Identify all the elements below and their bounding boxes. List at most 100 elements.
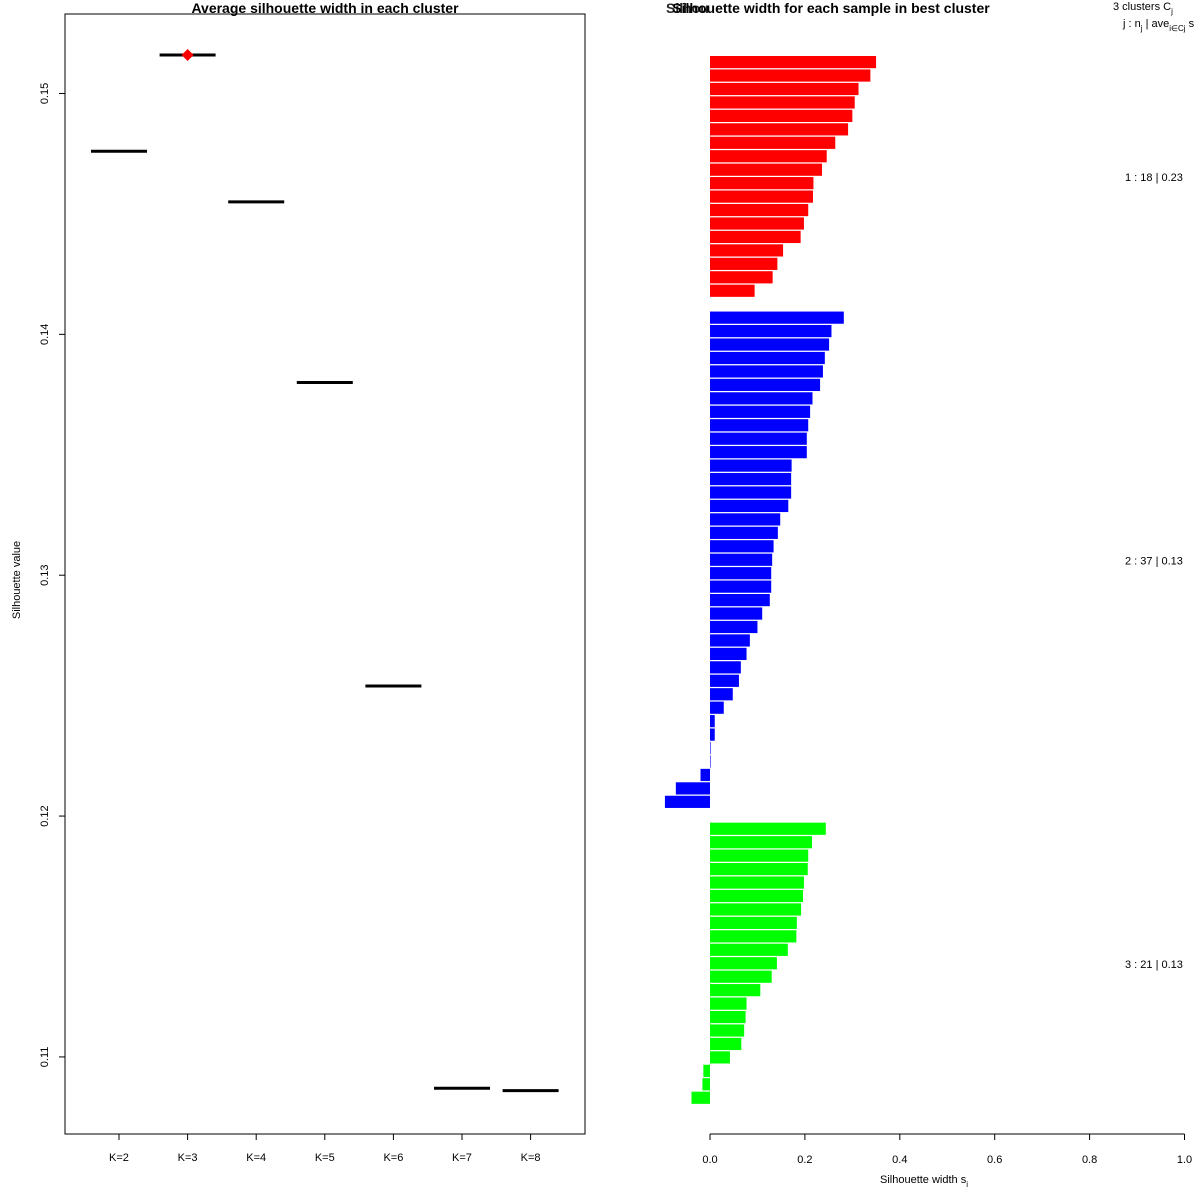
silhouette-bars-panel: Silhouette width for each sample in best… xyxy=(664,0,1195,1189)
silhouette-bar xyxy=(710,338,830,351)
silhouette-bar xyxy=(710,580,772,593)
silhouette-bar xyxy=(710,836,813,849)
summary-header-tail: s xyxy=(1186,18,1195,30)
silhouette-bar xyxy=(710,284,755,297)
cluster-summary: 1 : 18 | 0.23 xyxy=(1125,172,1183,184)
left-x-axis: K=2 K=3 K=4 K=5 K=6 K=7 K=8 xyxy=(109,1134,541,1164)
silhouette-bar xyxy=(710,634,750,647)
right-x-tick-label: 0.2 xyxy=(797,1154,812,1166)
cluster-summary: 3 : 21 | 0.13 xyxy=(1125,959,1183,971)
left-x-tick-label: K=6 xyxy=(383,1152,403,1164)
silhouette-bar xyxy=(710,943,788,956)
silhouette-bar xyxy=(710,271,773,284)
silhouette-bar xyxy=(710,540,774,553)
cluster-summaries: 1 : 18 | 0.23 2 : 37 | 0.13 3 : 21 | 0.13 xyxy=(1125,172,1183,971)
silhouette-bar xyxy=(710,230,801,244)
silhouette-bar xyxy=(710,1051,730,1064)
summary-header-j: j : n xyxy=(1122,18,1141,30)
silhouette-bar xyxy=(710,82,859,96)
silhouette-bars xyxy=(664,56,877,1104)
silhouette-bar xyxy=(710,674,739,687)
silhouette-bar xyxy=(710,351,825,365)
silhouette-bar xyxy=(710,513,781,526)
silhouette-bar xyxy=(710,136,836,149)
silhouette-bar xyxy=(710,755,711,768)
silhouette-bar xyxy=(710,459,792,472)
silhouette-bar xyxy=(710,741,711,755)
right-x-axis-label-main: Silhouette width s xyxy=(880,1174,967,1186)
avg-silhouette-panel: Average silhouette width in each cluster… xyxy=(11,0,586,1164)
silhouette-bar xyxy=(702,1078,710,1091)
silhouette-bar xyxy=(710,567,772,580)
silhouette-bar xyxy=(710,728,715,741)
left-x-tick-label: K=2 xyxy=(109,1152,129,1164)
silhouette-bar xyxy=(710,526,778,539)
silhouette-bar xyxy=(710,876,804,889)
silhouette-bar xyxy=(710,553,773,566)
silhouette-bar xyxy=(700,768,710,782)
silhouette-bar xyxy=(710,1010,746,1024)
silhouette-bar xyxy=(710,325,832,338)
silhouette-bar xyxy=(664,795,710,808)
left-x-tick-label: K=4 xyxy=(246,1152,266,1164)
left-y-tick-label: 0.11 xyxy=(39,1047,51,1068)
left-y-axis: 0.11 0.12 0.13 0.14 0.15 xyxy=(39,83,65,1067)
silhouette-bar xyxy=(710,69,871,82)
silhouette-bar xyxy=(710,863,808,876)
silhouette-bar xyxy=(710,997,747,1010)
right-x-tick-label: 1.0 xyxy=(1177,1154,1192,1166)
cluster-count-header-main: 3 clusters C xyxy=(1113,1,1171,13)
silhouette-bar xyxy=(710,661,741,674)
silhouette-bar xyxy=(710,311,844,324)
silhouette-bar xyxy=(710,930,797,943)
silhouette-bar xyxy=(710,903,802,916)
silhouette-bar xyxy=(710,472,792,486)
silhouette-bar xyxy=(710,123,849,136)
left-y-tick-label: 0.15 xyxy=(39,83,51,104)
left-x-tick-label: K=3 xyxy=(178,1152,198,1164)
right-x-axis-label-sub: i xyxy=(966,1180,968,1189)
silhouette-bar xyxy=(710,432,807,445)
silhouette-bar xyxy=(710,1037,742,1051)
left-y-tick-label: 0.12 xyxy=(39,805,51,826)
silhouette-bar xyxy=(691,1091,710,1104)
silhouette-bar xyxy=(710,163,822,176)
silhouette-bar xyxy=(710,96,855,109)
left-x-tick-label: K=5 xyxy=(315,1152,335,1164)
best-k-marker xyxy=(181,48,194,61)
right-x-axis-label: Silhouette width si xyxy=(880,1174,968,1189)
right-x-tick-label: 0.0 xyxy=(702,1154,717,1166)
silhouette-bar xyxy=(710,620,758,634)
summary-header-sub2: i∈Cj xyxy=(1169,24,1186,33)
left-plot-frame xyxy=(64,13,586,1135)
silhouette-bar xyxy=(710,419,809,432)
silhouette-bar xyxy=(710,607,763,620)
summary-header-sub1: j xyxy=(1140,24,1143,33)
right-x-tick-label: 0.4 xyxy=(892,1154,907,1166)
silhouette-bar xyxy=(710,405,811,418)
right-x-axis: 0.0 0.2 0.4 0.6 0.8 1.0 xyxy=(702,1133,1192,1166)
silhouette-bar xyxy=(710,446,807,459)
left-x-tick-label: K=7 xyxy=(452,1152,472,1164)
silhouette-bar xyxy=(710,957,777,970)
silhouette-bar xyxy=(710,56,877,69)
silhouette-bar xyxy=(710,647,747,660)
cluster-summary: 2 : 37 | 0.13 xyxy=(1125,555,1183,567)
silhouette-bar xyxy=(710,688,733,701)
silhouette-bar xyxy=(710,1024,745,1037)
silhouette-bar xyxy=(710,257,778,270)
silhouette-bar xyxy=(710,916,797,929)
cluster-count-header-sub: j xyxy=(1170,7,1173,16)
silhouette-bar xyxy=(710,392,813,405)
silhouette-bar xyxy=(710,365,823,378)
silhouette-bar xyxy=(710,701,724,714)
silhouette-bar xyxy=(710,822,826,835)
cluster-summary-header: j : nj | avei∈Cj s xyxy=(1122,18,1195,33)
left-y-tick-label: 0.14 xyxy=(39,324,51,345)
right-x-tick-label: 0.6 xyxy=(987,1154,1002,1166)
silhouette-bar xyxy=(710,715,715,728)
silhouette-bar xyxy=(710,486,792,499)
silhouette-bar xyxy=(710,889,804,903)
right-overlap-title: Silhou xyxy=(666,0,709,16)
